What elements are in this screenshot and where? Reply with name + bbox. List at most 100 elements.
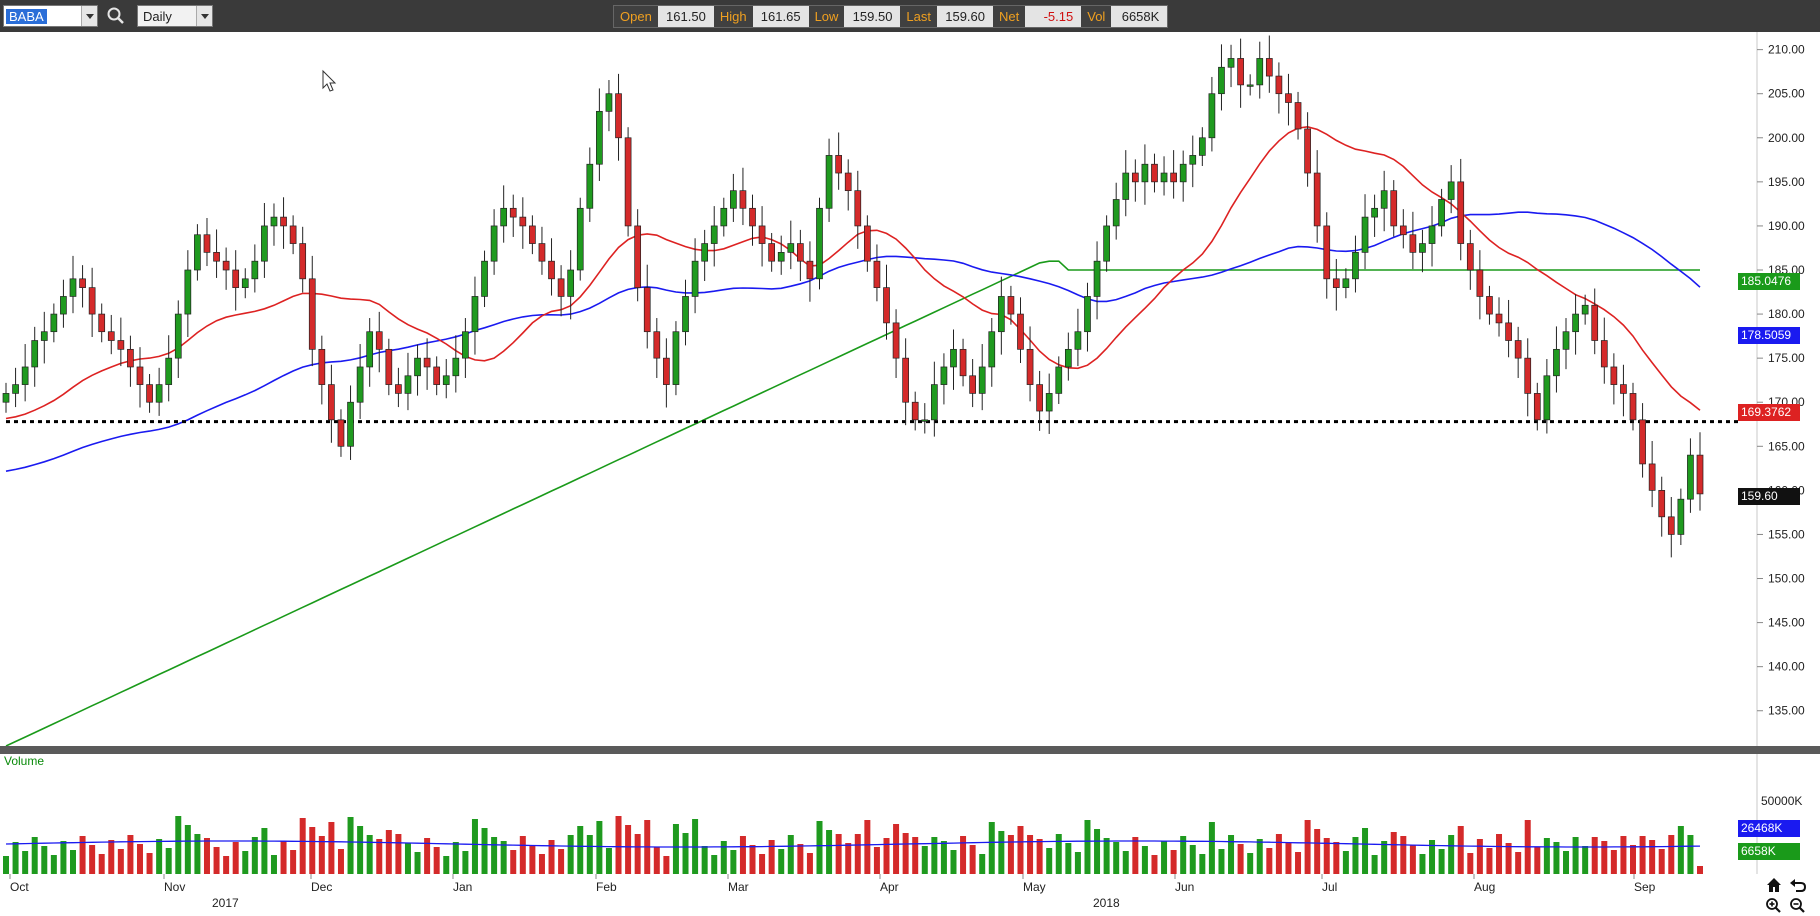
volume-bar xyxy=(1352,837,1359,874)
candle xyxy=(1246,74,1254,96)
volume-bar xyxy=(1534,847,1541,874)
volume-bar xyxy=(404,843,411,874)
candle xyxy=(1639,403,1646,478)
volume-bar xyxy=(500,841,507,874)
volume-bar xyxy=(845,843,852,874)
volume-bar xyxy=(1429,840,1436,874)
candle xyxy=(710,206,718,267)
symbol-input[interactable]: BABA xyxy=(6,9,47,24)
volume-bar xyxy=(1266,848,1273,874)
interval-selector[interactable]: Daily xyxy=(137,5,213,27)
volume-bar xyxy=(491,837,498,874)
candle xyxy=(739,167,747,226)
candle xyxy=(1380,170,1388,232)
volume-bar xyxy=(50,855,57,874)
candle xyxy=(768,232,775,272)
volume-bar xyxy=(318,836,325,874)
candle xyxy=(366,318,374,387)
candle xyxy=(1285,73,1292,126)
candle xyxy=(1237,38,1244,108)
candle xyxy=(844,159,852,211)
candle xyxy=(997,276,1005,355)
volume-bar xyxy=(969,845,976,874)
price-tick-label: 200.00 xyxy=(1768,131,1805,145)
candle xyxy=(921,403,929,434)
candle xyxy=(375,311,383,373)
search-icon[interactable] xyxy=(106,6,126,26)
volume-bar xyxy=(826,830,833,874)
volume-bar xyxy=(357,826,364,874)
panel-divider[interactable] xyxy=(0,746,1820,754)
volume-bar xyxy=(433,847,440,874)
undo-icon[interactable] xyxy=(1788,876,1808,894)
volume-bar xyxy=(1553,842,1560,874)
candle xyxy=(567,250,575,320)
volume-bar xyxy=(519,836,526,874)
candle xyxy=(1409,211,1417,270)
zoom-in-icon[interactable] xyxy=(1764,896,1784,914)
volume-bar xyxy=(1333,842,1340,874)
volume-bar xyxy=(385,830,392,874)
volume-bar xyxy=(1199,854,1206,874)
volume-bar xyxy=(232,842,239,874)
volume-bar xyxy=(998,831,1005,874)
symbol-dropdown-button[interactable] xyxy=(81,6,97,26)
candle xyxy=(127,335,134,387)
candle xyxy=(1131,159,1139,202)
volume-bar xyxy=(1218,849,1225,874)
quote-value-open: 161.50 xyxy=(657,6,714,27)
zoom-out-icon[interactable] xyxy=(1788,896,1808,914)
price-tick-label: 180.00 xyxy=(1768,307,1805,321)
candle xyxy=(251,244,259,293)
volume-bar xyxy=(136,844,143,874)
ma-mid-line xyxy=(5,211,1701,472)
candle xyxy=(1256,41,1264,99)
volume-bar xyxy=(175,816,182,874)
volume-bar xyxy=(1467,853,1474,874)
candle xyxy=(1428,206,1436,267)
candle xyxy=(806,241,814,302)
volume-bar xyxy=(854,834,861,874)
candle xyxy=(1332,258,1340,311)
volume-bar xyxy=(1620,836,1627,874)
home-icon[interactable] xyxy=(1764,876,1784,894)
volume-bar xyxy=(117,849,124,874)
candle xyxy=(883,264,890,340)
candle xyxy=(481,250,488,308)
symbol-selector[interactable]: BABA xyxy=(3,5,98,27)
volume-bar xyxy=(1697,866,1703,874)
volume-bar xyxy=(184,825,191,874)
volume-bar xyxy=(3,856,9,874)
candle xyxy=(452,335,460,393)
volume-bar xyxy=(280,841,287,874)
volume-bar xyxy=(883,838,890,874)
volume-bar xyxy=(1476,839,1483,874)
candle xyxy=(308,255,316,367)
volume-bar xyxy=(31,837,38,874)
candle xyxy=(854,170,862,249)
volume-bar xyxy=(1170,850,1177,874)
candle xyxy=(136,347,144,408)
candle xyxy=(1562,318,1570,370)
candle xyxy=(1390,180,1398,237)
volume-bar xyxy=(730,850,737,874)
candle xyxy=(490,209,498,275)
candle xyxy=(232,250,240,311)
volume-bar xyxy=(1237,844,1244,874)
volume-bar xyxy=(940,841,947,874)
price-chart[interactable]: 210.00205.00200.00195.00190.00185.00180.… xyxy=(0,32,1820,746)
volume-bar xyxy=(1649,840,1656,874)
volume-bar xyxy=(759,854,766,874)
year-label: 2018 xyxy=(1093,896,1120,910)
candle xyxy=(1122,150,1130,217)
volume-bar xyxy=(749,845,756,874)
volume-bar xyxy=(79,836,86,874)
interval-dropdown-button[interactable] xyxy=(196,6,212,26)
volume-bar xyxy=(242,851,249,874)
candle xyxy=(1170,150,1177,199)
volume-bar xyxy=(1543,838,1550,874)
candle xyxy=(395,367,402,408)
candle xyxy=(500,185,508,243)
candle xyxy=(682,279,689,346)
volume-chart[interactable]: 50000K xyxy=(0,754,1820,874)
